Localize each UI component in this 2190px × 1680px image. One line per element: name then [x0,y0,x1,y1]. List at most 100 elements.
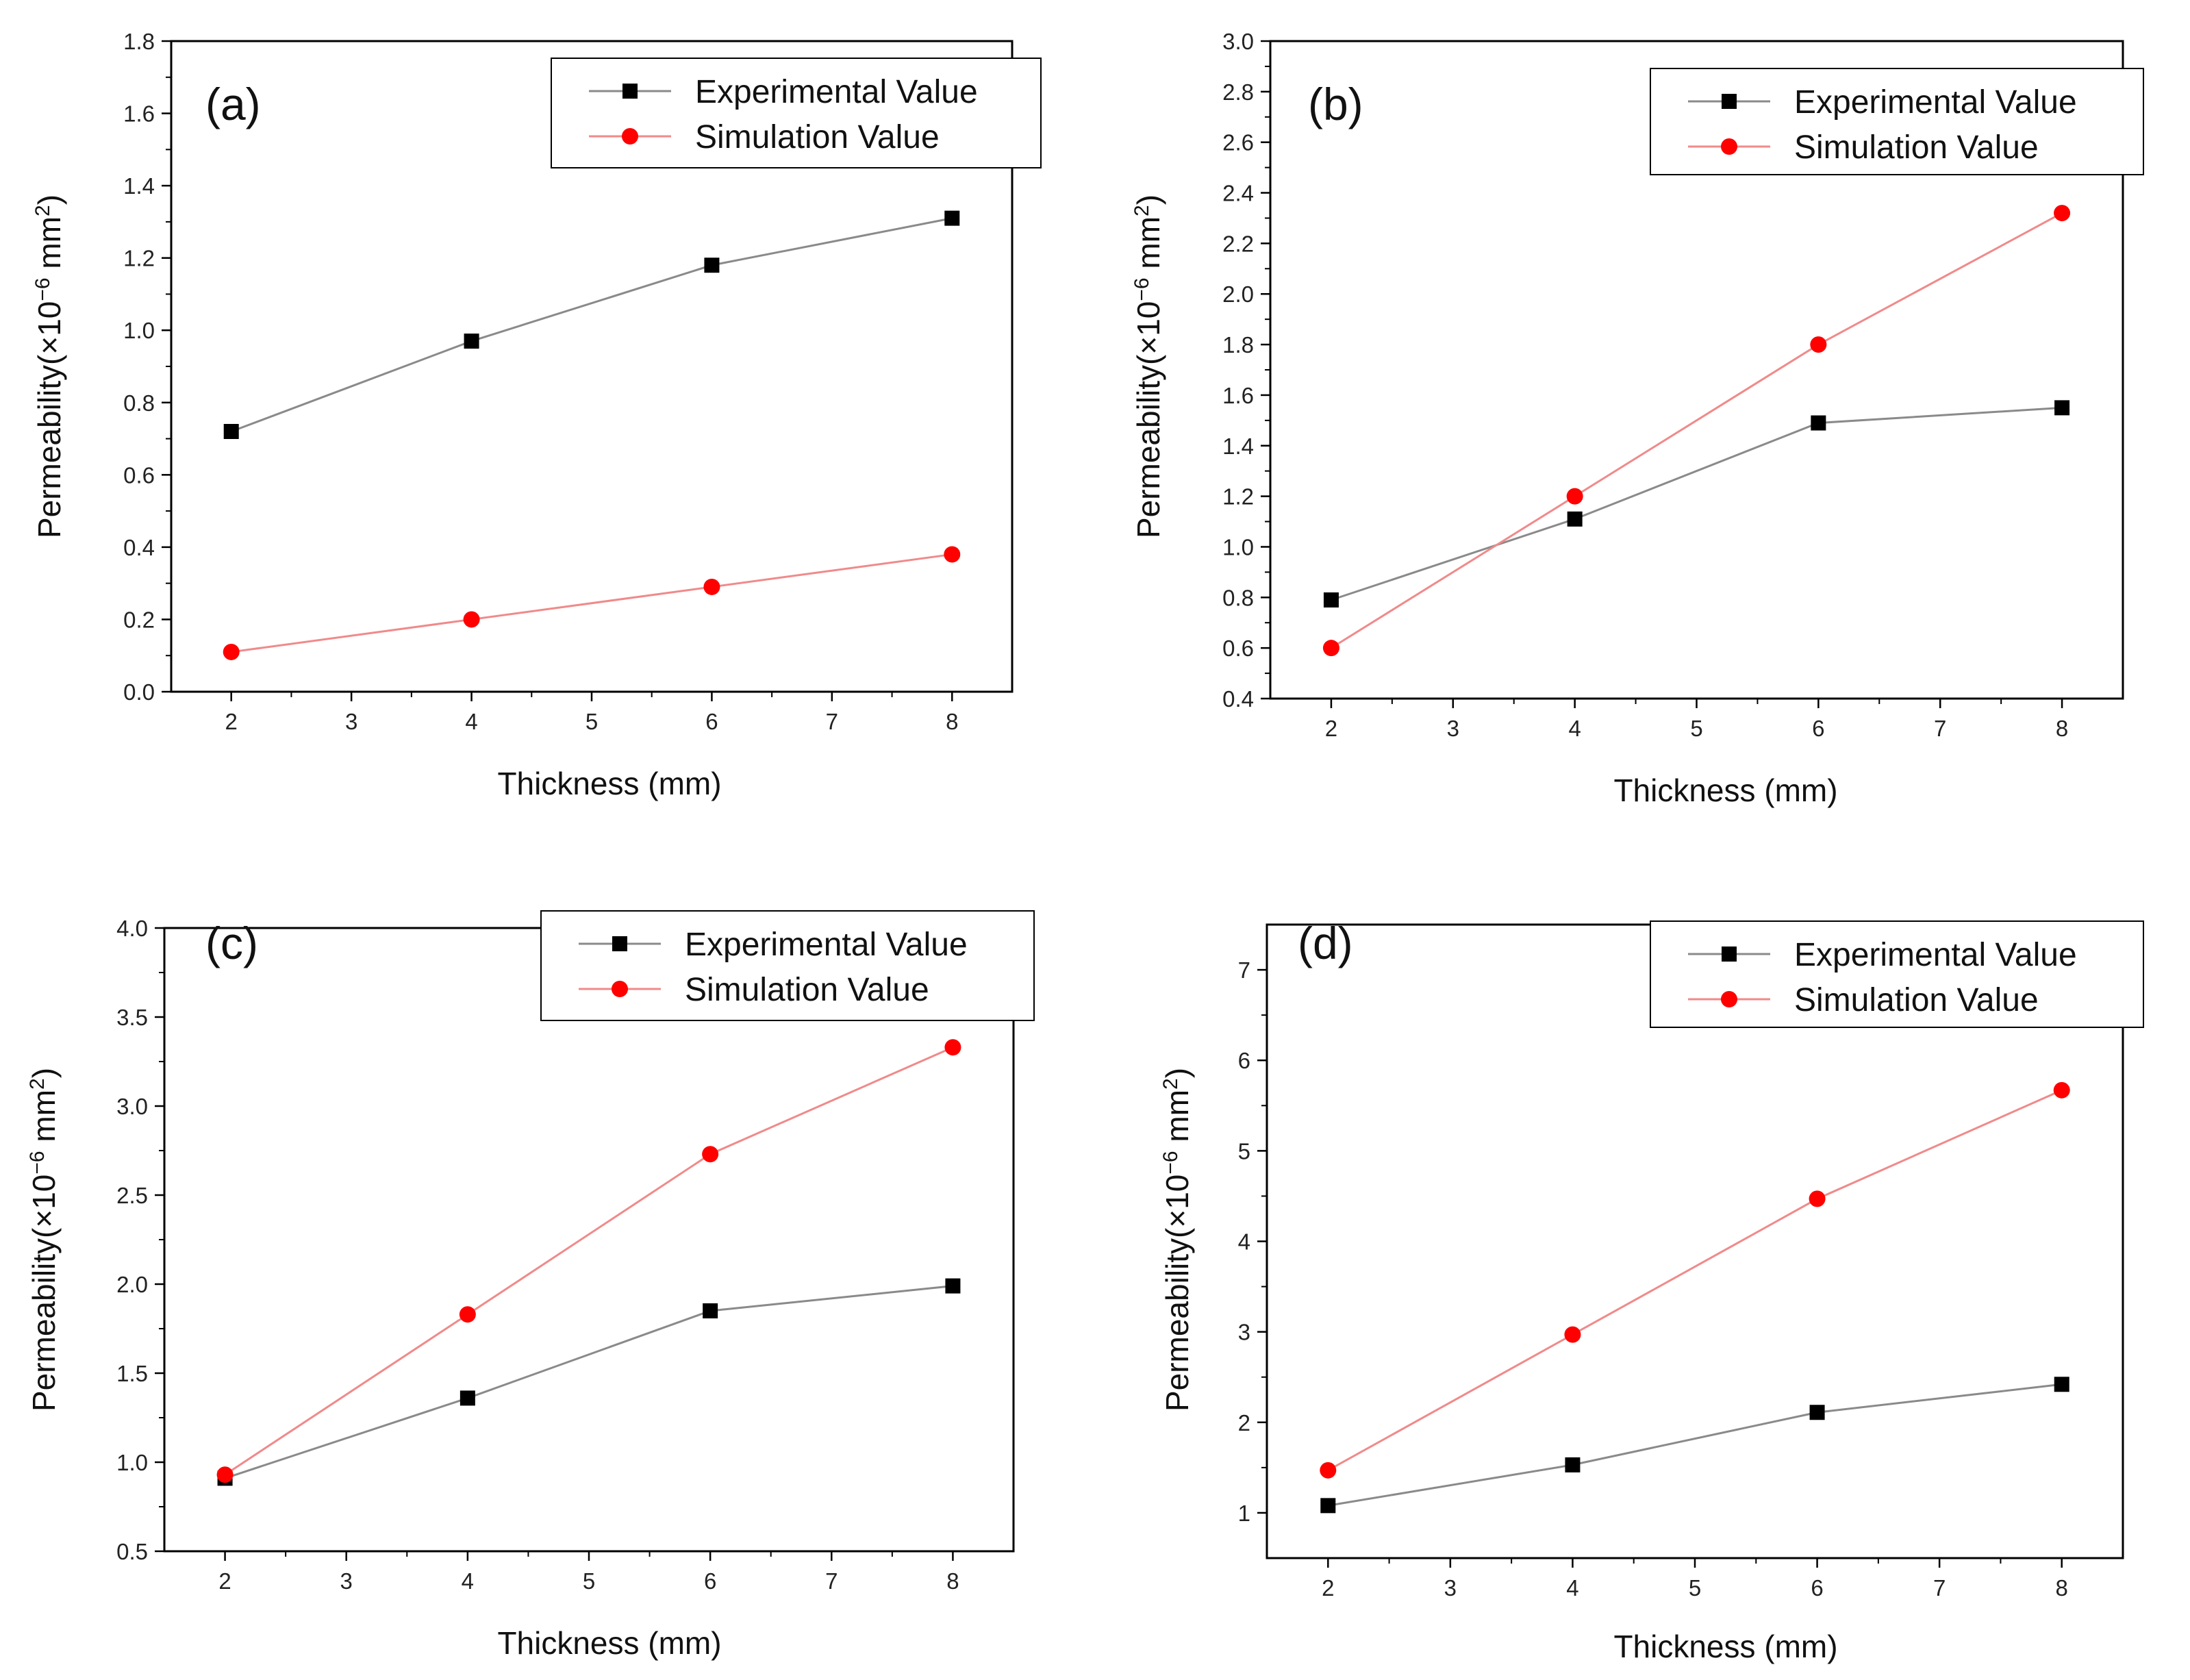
legend: Experimental Value Simulation Value [540,910,1035,1021]
y-axis-title: Permeability(×10−6 mm2) [26,1068,62,1412]
legend: Experimental Value Simulation Value [1650,920,2144,1028]
x-tick-label: 8 [946,1568,959,1594]
y-axis-title-part: ) [32,195,67,205]
data-point-simulation [1566,488,1583,505]
x-tick-label: 3 [340,1568,353,1594]
data-point-experimental [1565,1457,1581,1472]
data-point-simulation [2054,205,2071,222]
data-point-experimental [704,258,720,273]
x-tick-label: 8 [2056,1575,2068,1601]
legend-box [540,910,1035,1021]
y-tick-label: 1.2 [123,246,155,271]
x-tick-label: 6 [705,709,718,734]
y-tick-label: 5 [1238,1138,1250,1164]
y-tick-label: 2.6 [1222,130,1254,155]
panel-3: 0.5 1.0 1.5 2.0 2.5 3.0 3.5 4.0 2 3 4 5 6 7 8 Thickness… [26,910,1035,1661]
y-axis-title-part: mm [32,216,67,277]
y-tick-label: 3 [1238,1320,1250,1345]
data-point-simulation [1810,336,1827,353]
y-tick-label: 3.5 [116,1005,148,1030]
y-axis-title-part: −6 [32,277,54,301]
legend-marker-circle [1721,138,1737,155]
panel-label: (c) [205,918,258,968]
data-point-simulation [463,611,480,628]
panel-label: (a) [205,79,261,129]
y-axis-title-part: 2 [1159,1078,1182,1090]
x-tick-label: 5 [1690,716,1702,741]
x-tick-label: 3 [1444,1575,1457,1601]
legend-entry: Experimental Value [685,927,968,963]
y-tick-label: 0.0 [123,679,155,705]
y-tick-label: 1.6 [1222,383,1254,408]
y-axis-title-part: ) [1159,1068,1195,1078]
y-tick-label: 0.8 [1222,585,1254,610]
y-tick-label: 2.0 [116,1272,148,1297]
series-line-experimental [1328,1383,2062,1507]
x-axis-title: Thickness (mm) [497,1625,721,1661]
y-tick-label: 1.6 [123,101,155,127]
legend-box [1650,68,2144,175]
legend-marker-circle [612,981,628,997]
y-axis-title: Permeability(×10−6 mm2) [32,195,67,538]
data-point-simulation [944,1039,961,1056]
legend-entry: Simulation Value [695,119,940,155]
y-tick-label: 7 [1238,957,1250,983]
legend-marker-square [622,84,638,99]
data-point-simulation [223,643,240,660]
series-line-simulation [224,1046,954,1476]
y-axis-title-part: ) [1131,195,1166,205]
legend-entry: Experimental Value [695,74,978,110]
y-axis-title-part: −6 [26,1151,49,1174]
legend-entry: Simulation Value [1794,129,2039,166]
x-tick-label: 7 [1934,716,1946,741]
data-point-experimental [944,210,960,226]
data-point-experimental [464,334,479,349]
x-axis-title: Thickness (mm) [1613,1629,1837,1664]
y-axis-title-part: mm [1131,216,1166,277]
series-line-experimental [231,217,953,433]
x-axis-title: Thickness (mm) [1613,773,1837,808]
y-tick-label: 2.2 [1222,231,1254,256]
data-point-simulation [459,1306,476,1323]
y-tick-label: 1.2 [1222,484,1254,510]
legend-entry: Simulation Value [685,972,929,1008]
legend-entry: Experimental Value [1794,84,2077,121]
y-tick-label: 3.0 [1222,29,1254,54]
panel-label: (b) [1308,79,1363,129]
data-point-experimental [223,424,239,439]
legend-marker-circle [622,128,638,145]
legend-box [1650,920,2144,1028]
x-tick-label: 6 [704,1568,716,1594]
y-axis-title-part: 2 [26,1078,49,1090]
data-point-simulation [1322,640,1339,657]
y-tick-label: 1.0 [116,1450,148,1475]
y-tick-label: 1.8 [1222,332,1254,358]
x-tick-label: 8 [946,709,958,734]
x-tick-label: 6 [1812,716,1824,741]
x-tick-label: 3 [1447,716,1459,741]
x-tick-label: 2 [225,709,238,734]
y-tick-label: 0.4 [123,535,155,560]
x-tick-label: 2 [1325,716,1337,741]
y-axis-title-part: Permeability(×10 [32,301,67,538]
y-axis-title-part: Permeability(×10 [1159,1175,1195,1412]
data-point-simulation [1809,1190,1826,1207]
y-axis-title-part: −6 [1131,277,1153,301]
series-line-simulation [231,553,953,653]
data-point-experimental [1323,592,1339,607]
y-tick-label: 1.8 [123,29,155,54]
data-point-simulation [702,1146,719,1163]
y-tick-label: 2.0 [1222,281,1254,307]
legend-marker-square [612,936,627,951]
panel-4: 1 2 3 4 5 6 7 2 3 4 5 6 7 8 Thickness (mm) Permeability… [1159,918,2144,1664]
y-tick-label: 1 [1238,1501,1250,1526]
data-point-experimental [1809,1405,1825,1420]
x-tick-label: 8 [2056,716,2068,741]
x-tick-label: 7 [1933,1575,1946,1601]
x-axis-title: Thickness (mm) [497,766,721,801]
y-axis-title-part: mm [1159,1090,1195,1151]
data-point-experimental [2054,400,2070,416]
y-axis-title-part: Permeability(×10 [26,1175,62,1412]
x-tick-label: 4 [462,1568,474,1594]
